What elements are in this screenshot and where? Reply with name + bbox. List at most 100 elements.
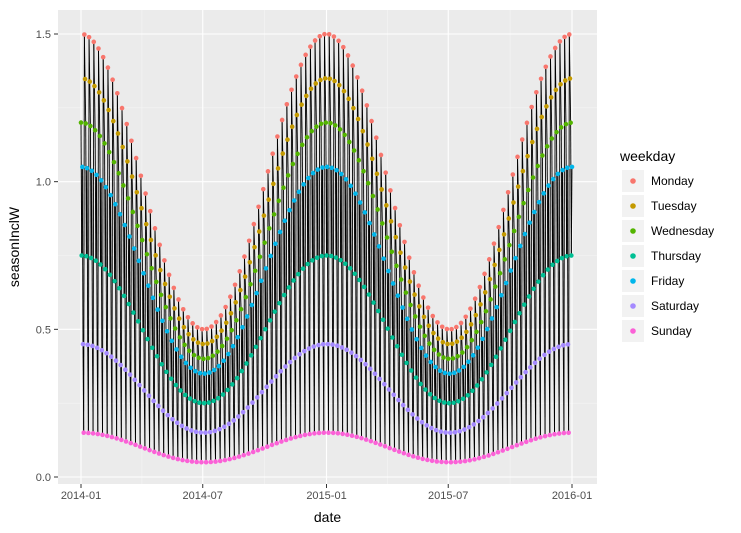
daily-segment (192, 339, 195, 356)
daily-segment (346, 55, 349, 435)
data-point-friday (475, 345, 481, 350)
data-point-wednesday (417, 324, 423, 330)
data-point-sunday (232, 455, 237, 461)
data-point-monday (100, 54, 106, 60)
data-point-wednesday (474, 329, 479, 335)
data-point-monday (355, 75, 360, 80)
data-point-monday (341, 44, 346, 50)
data-point-wednesday (248, 281, 253, 287)
data-point-monday (430, 313, 436, 319)
daily-segment (272, 153, 274, 184)
data-point-saturday (405, 407, 411, 413)
data-point-thursday (197, 400, 202, 405)
daily-segment (342, 47, 345, 92)
data-point-thursday (507, 328, 513, 334)
data-point-wednesday (299, 142, 305, 148)
data-point-friday (226, 351, 231, 357)
data-point-thursday (131, 310, 136, 315)
daily-segment (267, 171, 270, 200)
daily-segment (238, 271, 241, 457)
y-tick-label: 1.0 (36, 177, 51, 189)
data-point-monday (119, 105, 125, 111)
data-point-friday (503, 280, 509, 286)
data-point-monday (373, 135, 379, 141)
data-point-thursday (484, 370, 489, 375)
data-point-tuesday (143, 221, 149, 227)
daily-segment (159, 244, 161, 271)
data-point-tuesday (289, 124, 295, 129)
data-point-sunday (95, 431, 101, 437)
data-point-monday (275, 134, 280, 139)
data-point-monday (105, 65, 111, 70)
daily-segment (102, 57, 105, 101)
data-point-wednesday (554, 129, 559, 135)
daily-segment (493, 243, 496, 265)
data-point-friday (155, 307, 160, 312)
data-point-tuesday (294, 112, 300, 118)
legend-swatch (630, 303, 636, 309)
data-point-thursday (295, 271, 301, 277)
daily-segment (191, 323, 194, 462)
data-point-friday (254, 290, 259, 296)
daily-segment (408, 257, 410, 455)
data-point-saturday (358, 357, 364, 363)
data-point-wednesday (540, 153, 545, 158)
data-point-tuesday (398, 250, 403, 255)
legend-swatch (630, 228, 636, 234)
data-point-tuesday (468, 322, 474, 327)
data-point-thursday (432, 395, 438, 401)
daily-segment (182, 309, 184, 461)
daily-segment (403, 241, 405, 454)
data-point-sunday (166, 454, 171, 459)
data-point-thursday (192, 398, 197, 404)
data-points (78, 31, 575, 465)
data-point-monday (162, 258, 167, 263)
data-point-friday (400, 305, 405, 310)
data-point-sunday (382, 444, 388, 449)
data-point-tuesday (134, 189, 140, 195)
data-point-monday (204, 326, 210, 332)
data-point-sunday (100, 432, 105, 438)
data-point-sunday (180, 457, 185, 463)
daily-segment (381, 189, 383, 224)
daily-segment (545, 66, 547, 107)
data-point-friday (409, 327, 415, 332)
data-point-wednesday (507, 242, 512, 248)
data-point-monday (303, 52, 308, 58)
data-point-wednesday (102, 141, 107, 146)
data-point-sunday (283, 437, 289, 443)
data-point-monday (454, 324, 459, 330)
data-point-tuesday (252, 244, 257, 250)
daily-segment (287, 139, 289, 176)
data-point-tuesday (417, 304, 422, 309)
data-point-saturday (391, 392, 397, 398)
daily-segment (276, 136, 279, 169)
data-point-thursday (371, 300, 376, 305)
daily-segment (375, 137, 377, 443)
data-point-friday (164, 328, 170, 334)
daily-segment (235, 302, 237, 321)
data-point-tuesday (473, 312, 479, 318)
data-point-tuesday (209, 338, 215, 344)
daily-segment (422, 297, 424, 459)
daily-segment (480, 304, 482, 323)
data-point-friday (386, 268, 391, 274)
daily-segment (451, 343, 454, 359)
data-point-friday (221, 358, 226, 364)
data-point-sunday (175, 456, 181, 462)
data-point-thursday (474, 383, 480, 388)
data-point-tuesday (360, 128, 366, 134)
daily-segment (389, 190, 391, 449)
data-point-monday (138, 173, 144, 179)
data-point-friday (395, 293, 401, 298)
data-point-friday (348, 183, 354, 189)
data-point-monday (458, 320, 464, 326)
data-point-tuesday (506, 216, 512, 221)
data-point-sunday (387, 445, 393, 451)
daily-segment (83, 34, 86, 80)
data-point-monday (548, 54, 553, 59)
data-point-friday (136, 258, 142, 264)
data-point-friday (306, 175, 311, 181)
data-point-wednesday (144, 251, 150, 257)
daily-segment (338, 40, 340, 86)
